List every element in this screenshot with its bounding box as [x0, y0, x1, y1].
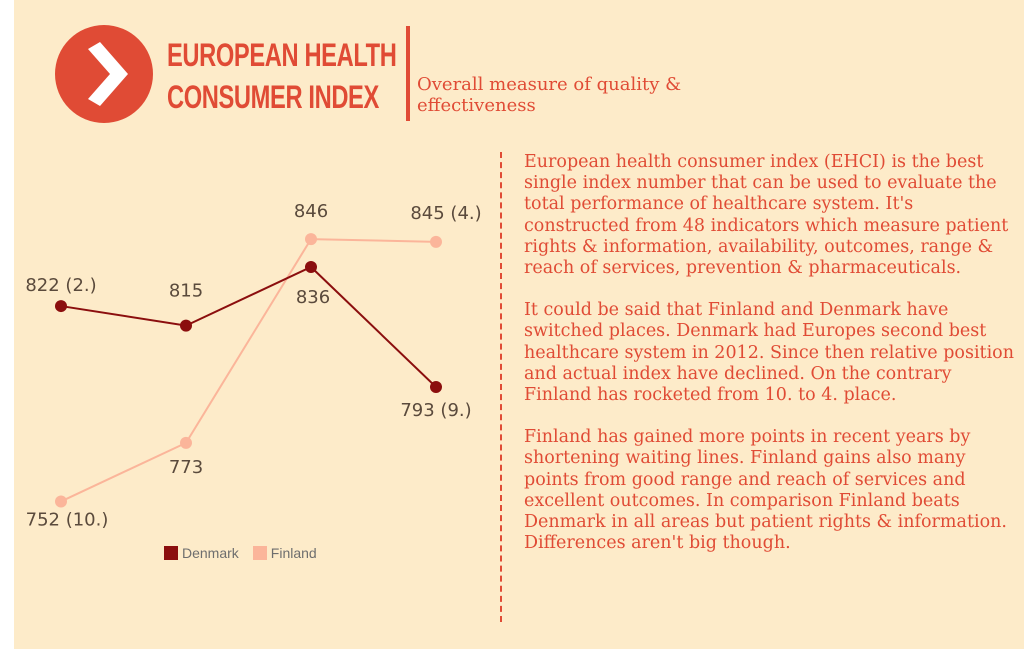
data-label-denmark-4: 793 (9.) [400, 400, 471, 421]
infographic: EUROPEAN HEALTH CONSUMER INDEX Overall m… [14, 0, 1024, 649]
data-label-denmark-3: 836 [296, 287, 330, 308]
data-label-finland-2: 773 [169, 457, 203, 478]
paragraph-3: Finland has gained more points in recent… [524, 427, 1007, 554]
paragraph-2: It could be said that Finland and Denmar… [524, 300, 1014, 406]
data-point-denmark-3 [305, 260, 317, 273]
data-label-finland-4: 845 (4.) [410, 203, 481, 224]
legend-swatch-denmark [164, 546, 178, 560]
legend-item-finland: Finland [252, 545, 317, 561]
title-divider-bar [406, 26, 410, 121]
logo [55, 25, 153, 123]
legend-label-denmark: Denmark [182, 545, 239, 561]
paragraph-1: European health consumer index (EHCI) is… [524, 152, 1009, 279]
data-point-finland-2 [180, 436, 192, 449]
description-text: European health consumer index (EHCI) is… [524, 152, 1016, 575]
data-label-denmark-2: 815 [169, 281, 203, 302]
page-subtitle: Overall measure of quality & effectivene… [417, 74, 682, 116]
data-label-denmark-1: 822 (2.) [25, 275, 96, 296]
chart-legend: Denmark Finland [164, 545, 331, 561]
series-line-finland [60, 238, 437, 503]
series-line-denmark [60, 265, 437, 388]
chevron-right-icon [88, 42, 128, 106]
data-point-finland-4 [430, 235, 442, 248]
data-point-finland-1 [55, 495, 67, 508]
legend-swatch-finland [252, 546, 267, 560]
line-chart: 752 (10.) 773 846 845 (4.) 822 (2.) 815 836 793… [25, 201, 481, 530]
data-point-denmark-2 [180, 319, 192, 332]
logo-circle [55, 25, 153, 123]
legend-item-denmark: Denmark [164, 545, 239, 561]
data-label-finland-1: 752 (10.) [26, 509, 109, 530]
data-point-denmark-4 [430, 381, 442, 394]
title-line-2: CONSUMER INDEX [167, 79, 379, 115]
data-point-denmark-1 [55, 300, 67, 313]
column-divider [500, 152, 502, 622]
legend-label-finland: Finland [270, 545, 317, 561]
data-point-finland-3 [305, 233, 317, 246]
data-label-finland-3: 846 [294, 201, 328, 222]
